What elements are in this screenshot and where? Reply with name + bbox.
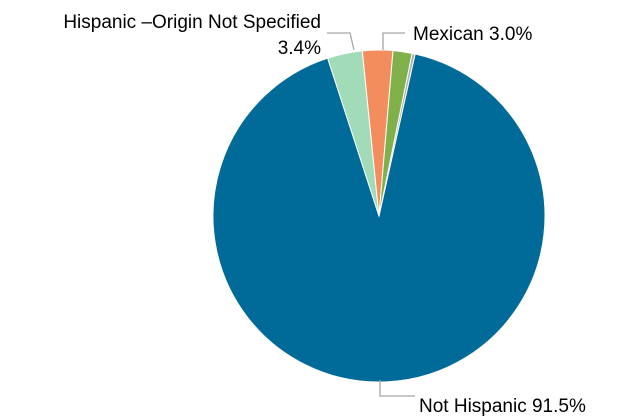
label-not-hispanic: Not Hispanic 91.5% (419, 396, 586, 417)
leader-line-origin-not-specified (327, 32, 355, 51)
pie-slices (212, 49, 546, 383)
leader-line-mexican (382, 32, 405, 50)
label-origin-not-specified-value: 3.4% (278, 38, 321, 59)
slice-green (378, 50, 413, 217)
slice-not-hispanic (212, 53, 546, 383)
leader-line-not-hispanic (379, 380, 415, 397)
label-origin-not-specified-name: Hispanic –Origin Not Specified (63, 12, 321, 33)
label-mexican: Mexican 3.0% (413, 24, 532, 45)
